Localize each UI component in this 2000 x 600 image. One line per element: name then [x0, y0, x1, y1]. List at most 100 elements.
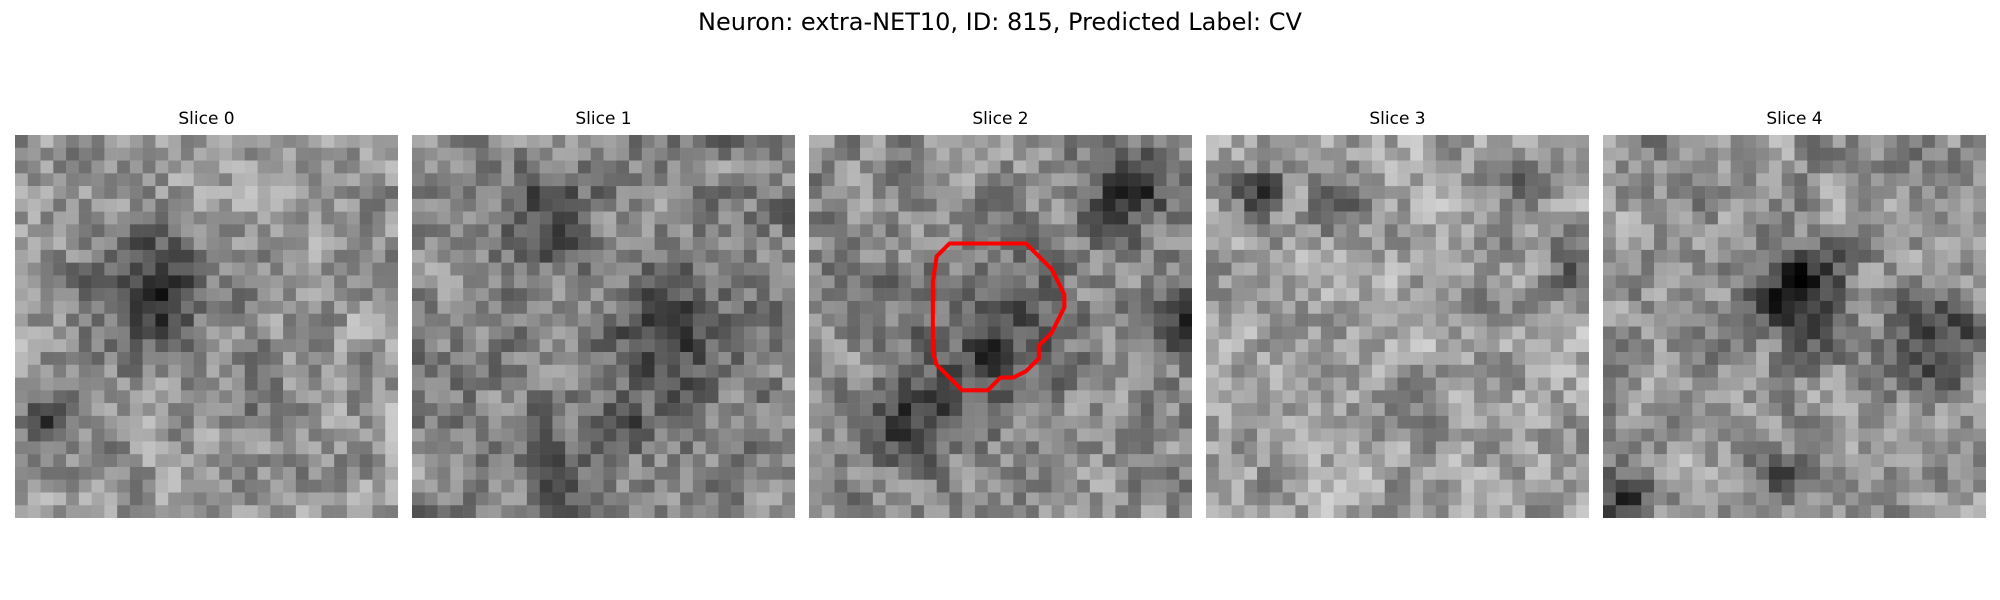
pixel: [1832, 492, 1846, 506]
pixel: [359, 300, 373, 314]
pixel: [372, 313, 386, 327]
pixel: [809, 147, 823, 161]
pixel: [1563, 505, 1577, 518]
pixel: [1206, 173, 1220, 187]
pixel: [1410, 147, 1424, 161]
pixel: [782, 211, 795, 225]
pixel: [1102, 352, 1116, 366]
pixel: [1705, 186, 1719, 200]
pixel: [463, 377, 477, 391]
pixel: [1013, 403, 1027, 417]
pixel: [321, 237, 335, 251]
pixel: [463, 479, 477, 493]
pixel: [1871, 441, 1885, 455]
pixel: [603, 377, 617, 391]
pixel: [257, 186, 271, 200]
pixel: [1295, 160, 1309, 174]
pixel: [1397, 428, 1411, 442]
pixel: [321, 364, 335, 378]
pixel: [577, 428, 591, 442]
pixel: [1231, 352, 1245, 366]
pixel: [142, 300, 156, 314]
pixel: [898, 313, 912, 327]
pixel: [654, 288, 668, 302]
pixel: [1615, 135, 1629, 149]
pixel: [692, 454, 706, 468]
pixel: [1550, 428, 1564, 442]
pixel: [641, 288, 655, 302]
pixel: [1499, 147, 1513, 161]
pixel: [731, 505, 745, 518]
pixel: [718, 390, 732, 404]
pixel: [1486, 339, 1500, 353]
pixel: [78, 428, 92, 442]
pixel: [257, 288, 271, 302]
pixel: [1896, 492, 1910, 506]
pixel: [1845, 173, 1859, 187]
pixel: [488, 186, 502, 200]
pixel: [1102, 466, 1116, 480]
pixel: [372, 441, 386, 455]
pixel: [78, 198, 92, 212]
pixel: [372, 339, 386, 353]
pixel: [1768, 415, 1782, 429]
pixel: [1896, 441, 1910, 455]
pixel: [1064, 186, 1078, 200]
pixel: [782, 377, 795, 391]
pixel: [526, 454, 540, 468]
pixel: [821, 326, 835, 340]
pixel: [654, 377, 668, 391]
pixel: [1666, 403, 1680, 417]
pixel: [1654, 428, 1668, 442]
pixel: [1525, 377, 1539, 391]
pixel: [1615, 415, 1629, 429]
pixel: [168, 428, 182, 442]
pixel: [359, 441, 373, 455]
pixel: [1654, 147, 1668, 161]
pixel: [667, 186, 681, 200]
pixel: [1346, 352, 1360, 366]
pixel: [27, 186, 41, 200]
pixel: [1947, 237, 1961, 251]
pixel: [705, 262, 719, 276]
pixel: [1628, 428, 1642, 442]
pixel: [463, 135, 477, 149]
pixel: [1077, 186, 1091, 200]
pixel: [1397, 326, 1411, 340]
pixel: [616, 492, 630, 506]
pixel: [334, 224, 348, 238]
pixel: [1679, 186, 1693, 200]
pixel: [1576, 492, 1589, 506]
pixel: [232, 249, 246, 263]
pixel: [1179, 135, 1192, 149]
pixel: [1000, 466, 1014, 480]
pixel: [1384, 211, 1398, 225]
pixel: [1756, 505, 1770, 518]
pixel: [860, 224, 874, 238]
pixel: [1934, 415, 1948, 429]
pixel: [1692, 147, 1706, 161]
pixel: [809, 428, 823, 442]
pixel: [1947, 313, 1961, 327]
pixel: [27, 135, 41, 149]
pixel: [526, 135, 540, 149]
pixel: [1730, 160, 1744, 174]
pixel: [1641, 454, 1655, 468]
pixel: [385, 415, 398, 429]
pixel: [104, 160, 118, 174]
pixel: [552, 390, 566, 404]
pixel: [1794, 403, 1808, 417]
pixel: [53, 135, 67, 149]
pixel: [66, 262, 80, 276]
pixel: [1077, 390, 1091, 404]
pixel: [1089, 415, 1103, 429]
pixel: [1922, 186, 1936, 200]
pixel: [1448, 300, 1462, 314]
pixel: [219, 454, 233, 468]
pixel: [834, 262, 848, 276]
pixel: [616, 173, 630, 187]
pixel: [1832, 186, 1846, 200]
pixel: [911, 466, 925, 480]
pixel: [1038, 492, 1052, 506]
pixel: [860, 479, 874, 493]
